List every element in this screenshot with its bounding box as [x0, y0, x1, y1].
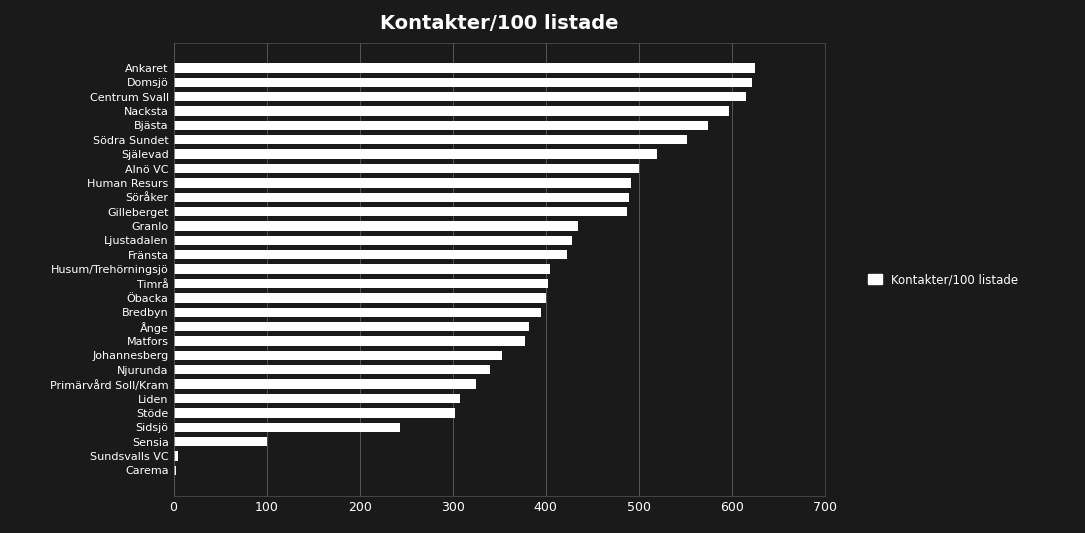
- Bar: [174, 164, 639, 173]
- Bar: [174, 279, 548, 288]
- Bar: [174, 437, 267, 446]
- Bar: [174, 336, 525, 346]
- Bar: [174, 379, 476, 389]
- Bar: [174, 308, 541, 317]
- Bar: [174, 207, 627, 216]
- Bar: [174, 107, 729, 116]
- Bar: [174, 451, 178, 461]
- Bar: [174, 178, 631, 188]
- Bar: [174, 293, 546, 303]
- Legend: Kontakter/100 listade: Kontakter/100 listade: [863, 269, 1023, 291]
- Bar: [174, 466, 177, 475]
- Bar: [174, 149, 658, 159]
- Bar: [174, 236, 572, 245]
- Bar: [174, 250, 567, 260]
- Bar: [174, 264, 550, 274]
- Bar: [174, 135, 687, 144]
- Bar: [174, 394, 460, 403]
- Bar: [174, 408, 456, 417]
- Bar: [174, 78, 752, 87]
- Bar: [174, 63, 755, 72]
- Title: Kontakter/100 listade: Kontakter/100 listade: [380, 14, 618, 33]
- Bar: [174, 351, 502, 360]
- Bar: [174, 221, 578, 231]
- Bar: [174, 92, 745, 101]
- Bar: [174, 365, 489, 375]
- Bar: [174, 121, 709, 130]
- Bar: [174, 322, 528, 332]
- Bar: [174, 192, 629, 202]
- Bar: [174, 423, 399, 432]
